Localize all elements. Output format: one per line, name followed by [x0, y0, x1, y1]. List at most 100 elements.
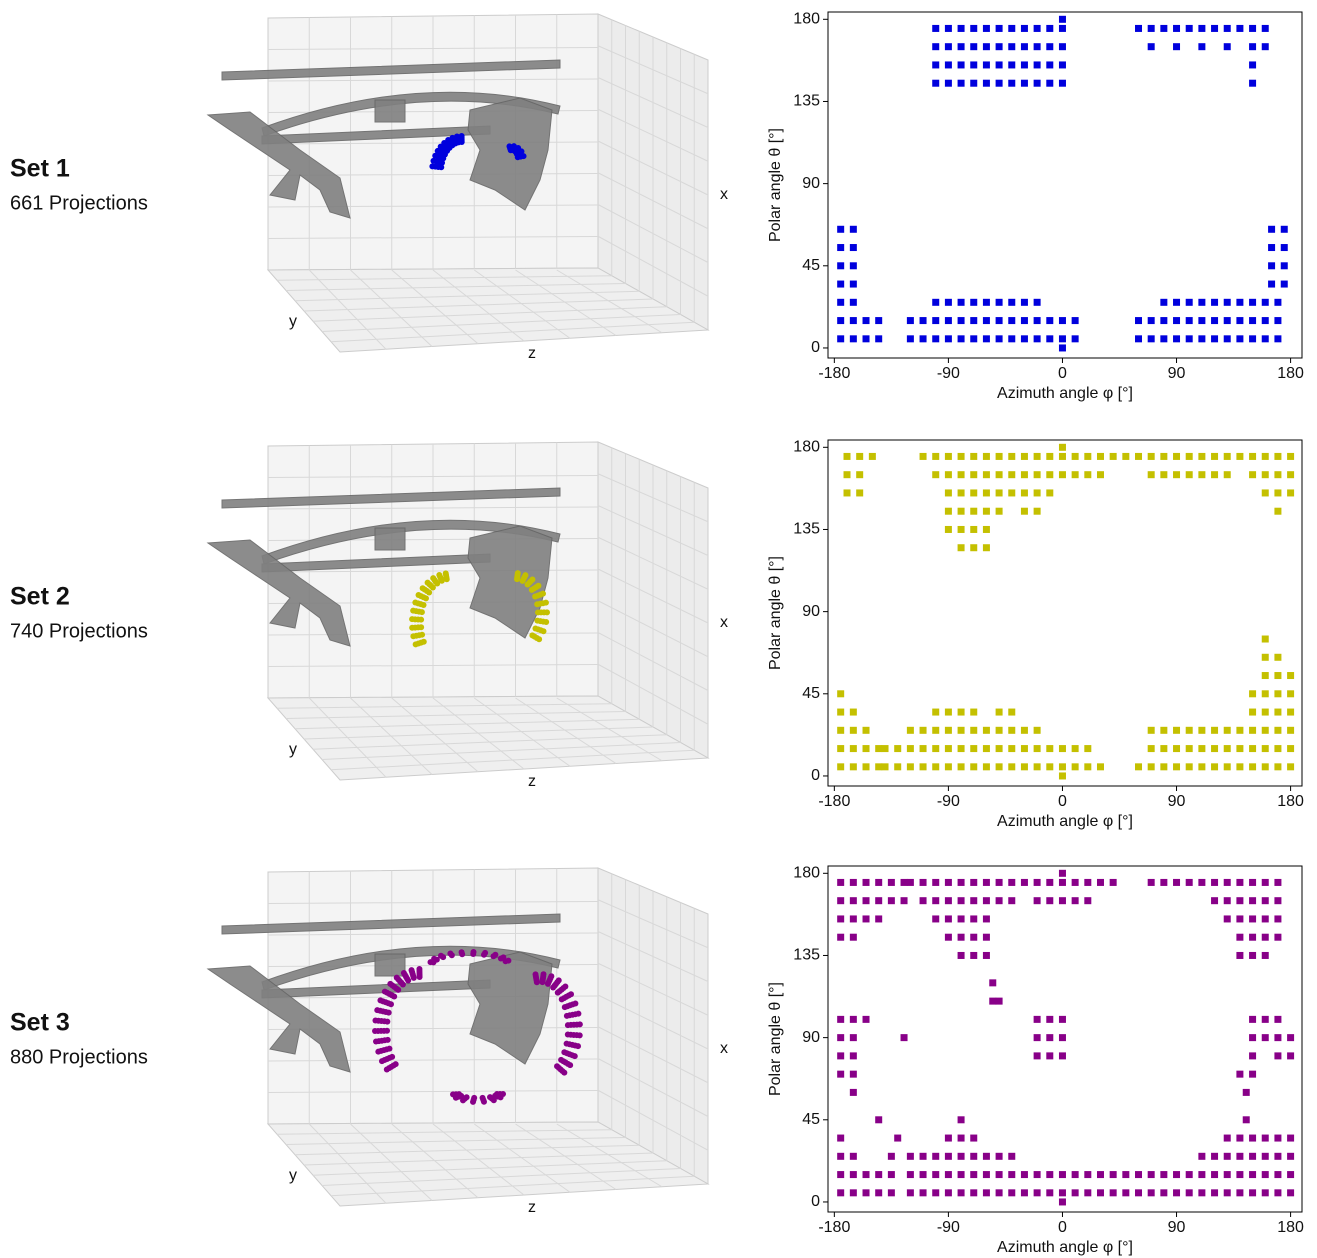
data-point: [1148, 471, 1155, 478]
data-point: [1160, 25, 1167, 32]
data-point: [1274, 1189, 1281, 1196]
data-point: [1224, 897, 1231, 904]
data-point: [945, 727, 952, 734]
data-point: [970, 952, 977, 959]
data-point: [945, 526, 952, 533]
data-point: [996, 1171, 1003, 1178]
data-point: [1211, 879, 1218, 886]
data-point: [1059, 1052, 1066, 1059]
data-point: [1224, 1153, 1231, 1160]
data-point: [1287, 1034, 1294, 1041]
data-point: [996, 80, 1003, 87]
data-point: [850, 317, 857, 324]
data-point: [1224, 43, 1231, 50]
data-point: [1059, 80, 1066, 87]
data-point: [1224, 1171, 1231, 1178]
data-point: [1059, 471, 1066, 478]
data-point: [1281, 244, 1288, 251]
data-point: [958, 709, 965, 716]
data-point: [1160, 335, 1167, 342]
data-point: [1236, 745, 1243, 752]
data-point: [1262, 952, 1269, 959]
data-point: [1249, 453, 1256, 460]
data-point: [850, 1171, 857, 1178]
data-point: [837, 1034, 844, 1041]
data-point: [958, 489, 965, 496]
data-point: [1211, 897, 1218, 904]
data-point: [1262, 709, 1269, 716]
data-point: [920, 1171, 927, 1178]
data-point: [1059, 43, 1066, 50]
projection-point: [386, 1010, 392, 1016]
data-point: [996, 335, 1003, 342]
data-point: [844, 453, 851, 460]
x-tick-label: -90: [937, 1219, 960, 1236]
data-point: [1008, 25, 1015, 32]
data-point: [920, 1153, 927, 1160]
data-point: [875, 763, 882, 770]
data-point: [996, 879, 1003, 886]
data-point: [1160, 453, 1167, 460]
data-point: [958, 915, 965, 922]
projection-point: [434, 957, 440, 963]
data-point: [1046, 1189, 1053, 1196]
data-point: [996, 317, 1003, 324]
projection-point: [449, 952, 455, 958]
data-point: [850, 915, 857, 922]
set-label: Set 3: [10, 1009, 70, 1037]
data-point: [996, 25, 1003, 32]
data-point: [1281, 281, 1288, 288]
data-point: [1224, 745, 1231, 752]
data-point: [920, 727, 927, 734]
y-tick-label: 0: [811, 767, 820, 784]
data-point: [1211, 745, 1218, 752]
data-point: [958, 879, 965, 886]
data-point: [907, 1153, 914, 1160]
data-point: [1224, 471, 1231, 478]
projections-label: 740 Projections: [10, 620, 148, 642]
data-point: [983, 1189, 990, 1196]
data-point: [1034, 25, 1041, 32]
data-point: [983, 299, 990, 306]
data-point: [1211, 1153, 1218, 1160]
data-point: [920, 335, 927, 342]
data-point: [1008, 897, 1015, 904]
projection-point: [417, 974, 423, 980]
data-point: [1274, 299, 1281, 306]
data-point: [1211, 299, 1218, 306]
x-tick-label: 90: [1168, 1219, 1186, 1236]
data-point: [983, 508, 990, 515]
data-point: [1262, 934, 1269, 941]
data-point: [1211, 25, 1218, 32]
data-point: [1173, 317, 1180, 324]
data-point: [970, 526, 977, 533]
data-point: [1046, 763, 1053, 770]
data-point: [1274, 672, 1281, 679]
data-point: [1186, 299, 1193, 306]
data-point: [1084, 763, 1091, 770]
data-point: [863, 1016, 870, 1023]
data-point: [1262, 1189, 1269, 1196]
data-point: [983, 763, 990, 770]
data-point: [1249, 61, 1256, 68]
data-point: [1173, 453, 1180, 460]
data-point: [901, 1034, 908, 1041]
projection-point: [471, 1095, 477, 1101]
data-point: [837, 226, 844, 233]
data-point: [932, 745, 939, 752]
data-point: [837, 1052, 844, 1059]
data-point: [1034, 763, 1041, 770]
data-point: [1186, 879, 1193, 886]
data-point: [970, 335, 977, 342]
data-point: [1059, 745, 1066, 752]
data-point: [1236, 1189, 1243, 1196]
data-point: [1059, 879, 1066, 886]
data-point: [837, 763, 844, 770]
data-point: [958, 1171, 965, 1178]
data-point: [1160, 317, 1167, 324]
data-point: [945, 763, 952, 770]
data-point: [1021, 763, 1028, 770]
data-point: [837, 299, 844, 306]
data-point: [1198, 727, 1205, 734]
data-point: [996, 471, 1003, 478]
